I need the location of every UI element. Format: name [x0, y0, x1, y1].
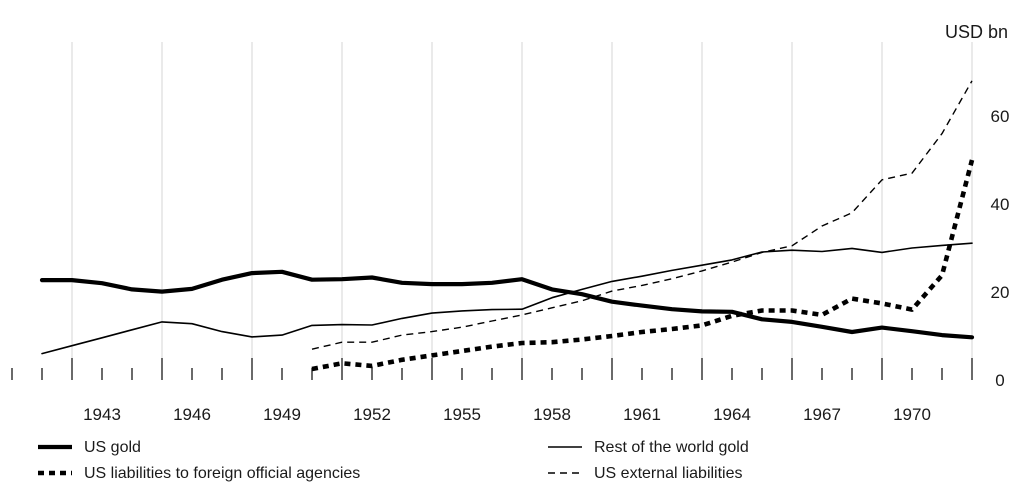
x-tick-label: 1946	[173, 405, 211, 424]
y-tick-label: 0	[995, 371, 1004, 390]
legend: US gold Rest of the world gold US liabilit…	[38, 439, 749, 482]
legend-label: US liabilities to foreign official agenc…	[84, 465, 360, 482]
x-tick-label: 1967	[803, 405, 841, 424]
x-tick-label: 1952	[353, 405, 391, 424]
y-axis: 0 20 40 60	[991, 107, 1010, 390]
x-tick-label: 1970	[893, 405, 931, 424]
y-tick-label: 60	[991, 107, 1010, 126]
legend-label: Rest of the world gold	[594, 439, 749, 456]
x-axis: 1943 1946 1949 1952 1955 1958 1961 1964 1967 1970	[11, 358, 973, 424]
legend-label: US gold	[84, 439, 141, 456]
legend-label: US external liabilities	[594, 465, 743, 482]
series-line-rest-of-the-world-gold	[41, 242, 973, 355]
series-line-us-gold	[39, 269, 975, 340]
series-group	[39, 80, 975, 372]
x-tick-label: 1955	[443, 405, 481, 424]
y-tick-label: 20	[991, 283, 1010, 302]
legend-item-us-liabilities-to-foreign-official-agencies: US liabilities to foreign official agenc…	[38, 465, 360, 482]
legend-item-us-gold: US gold	[38, 439, 141, 456]
grid	[71, 42, 973, 372]
series-line-us-external-liabilities	[311, 80, 973, 350]
x-tick-label: 1943	[83, 405, 121, 424]
y-tick-label: 40	[991, 195, 1010, 214]
series-line-us-liabilities-to-foreign-official-agencies	[311, 159, 975, 372]
legend-item-us-external-liabilities: US external liabilities	[548, 465, 743, 482]
x-tick-label: 1964	[713, 405, 751, 424]
legend-item-rest-of-the-world-gold: Rest of the world gold	[548, 439, 749, 456]
x-tick-label: 1949	[263, 405, 301, 424]
x-tick-label: 1958	[533, 405, 571, 424]
unit-label: USD bn	[945, 22, 1008, 42]
x-tick-label: 1961	[623, 405, 661, 424]
